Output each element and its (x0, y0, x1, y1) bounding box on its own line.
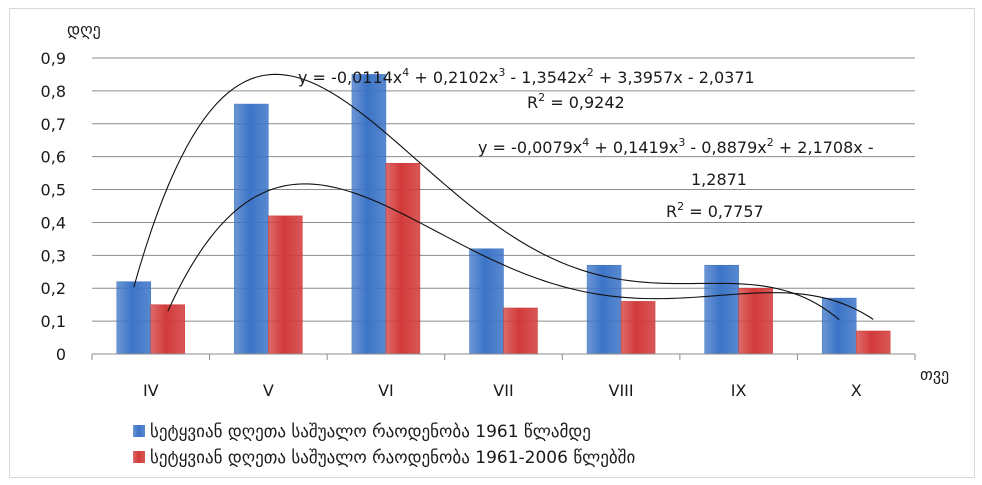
gridlines (92, 57, 915, 322)
y-tick-label: 0,5 (41, 181, 66, 200)
x-tick-label: VI (378, 381, 394, 400)
trendline-2-equation-line2: 1,2871 (691, 170, 747, 189)
bar-series-2 (503, 307, 538, 355)
x-tick-label: VII (493, 381, 513, 400)
bar-series-2 (385, 162, 421, 355)
bar-series-1 (351, 74, 387, 355)
trendline-2 (167, 183, 874, 320)
trendlines (133, 73, 874, 321)
y-tick-label: 0,3 (41, 246, 66, 265)
y-axis-title: დღე (67, 20, 101, 39)
y-tick-label: 0,9 (41, 49, 66, 68)
trendline-1-r2: R2 = 0,9242 (527, 91, 625, 112)
x-axis-title: თვე (920, 365, 949, 384)
legend-swatch-series-2 (133, 451, 145, 463)
trendline-1-equation: y = -0,0114x4 + 0,2102x3 - 1,3542x2 + 3,… (298, 66, 755, 87)
bar-series-1 (234, 103, 269, 355)
y-tick-label: 0 (56, 345, 66, 364)
trendline-2-equation: y = -0,0079x4 + 0,1419x3 - 0,8879x2 + 2,… (478, 136, 874, 157)
y-tick-labels: 0 0,1 0,2 0,3 0,4 0,5 0,6 0,7 0,8 0,9 (41, 49, 66, 364)
legend-label-series-1: სეტყვიან დღეთა საშუალო რაოდენობა 1961 წლ… (150, 422, 591, 442)
bar-series-1 (116, 281, 152, 355)
legend: სეტყვიან დღეთა საშუალო რაოდენობა 1961 წლ… (133, 422, 635, 468)
bar-series-2 (738, 287, 773, 355)
legend-swatch-series-1 (133, 425, 145, 437)
x-axis (91, 353, 916, 360)
y-tick-label: 0,7 (41, 115, 66, 134)
x-tick-label: VIII (609, 381, 634, 400)
x-tick-labels: IV V VI VII VIII IX X (143, 381, 862, 400)
y-tick-label: 0,2 (41, 279, 66, 298)
y-tick-label: 0,8 (41, 82, 66, 101)
bar-series-1 (704, 264, 739, 355)
bar-series-1 (469, 248, 504, 355)
x-tick-label: IV (143, 381, 159, 400)
y-tick-label: 0,4 (41, 213, 66, 232)
chart-frame (9, 8, 975, 478)
trendline-1 (133, 73, 840, 321)
bar-series-2 (150, 304, 186, 355)
x-tick-label: V (263, 381, 274, 400)
bars (116, 74, 891, 355)
legend-label-series-2: სეტყვიან დღეთა საშუალო რაოდენობა 1961-20… (150, 448, 635, 468)
x-tick-label: X (851, 381, 862, 400)
bar-series-2 (620, 301, 656, 355)
x-tick-label: IX (731, 381, 747, 400)
bar-series-1 (821, 297, 857, 355)
bar-series-2 (268, 215, 303, 355)
y-tick-label: 0,1 (41, 312, 66, 331)
bar-series-2 (855, 330, 891, 355)
y-tick-label: 0,6 (41, 148, 66, 167)
trendline-2-r2: R2 = 0,7757 (666, 200, 764, 221)
